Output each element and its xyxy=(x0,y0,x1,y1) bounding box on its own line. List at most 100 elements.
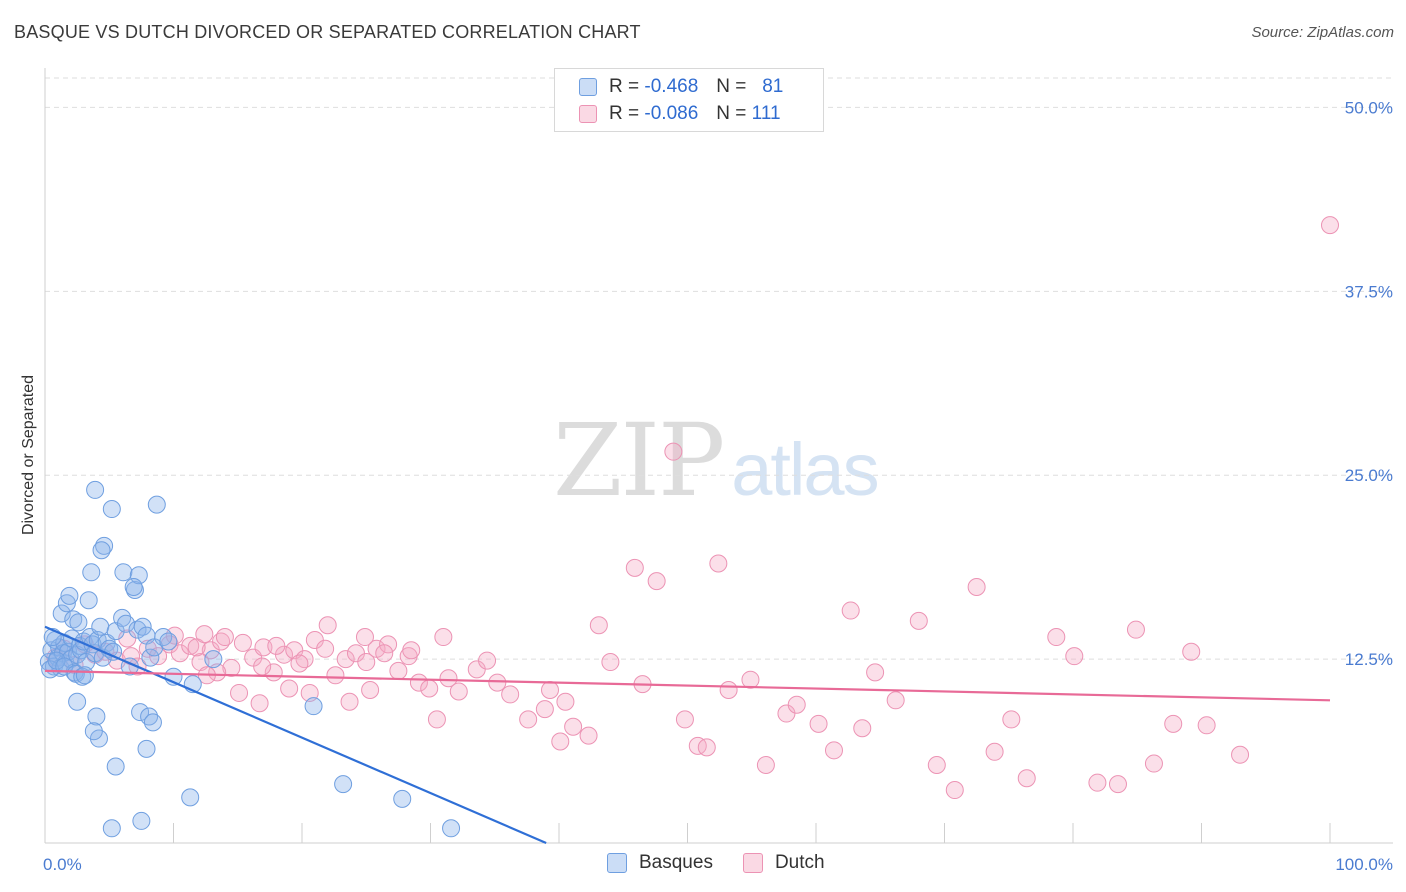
dutch-point xyxy=(149,647,168,666)
x-tick-label-min: 0.0% xyxy=(43,855,82,874)
basque-point xyxy=(57,594,76,613)
dutch-point xyxy=(195,625,214,644)
basque-point xyxy=(91,617,110,636)
dutch-point xyxy=(389,661,408,680)
basque-point xyxy=(129,566,148,585)
basque-point xyxy=(64,610,83,629)
basque-point xyxy=(141,648,160,667)
dutch-point xyxy=(402,641,421,660)
dutch-point xyxy=(340,692,359,711)
legend-n-value-dutch: 111 xyxy=(751,103,781,124)
dutch-point xyxy=(1065,647,1084,666)
legend-swatch-basques xyxy=(579,78,597,96)
dutch-point xyxy=(741,670,760,689)
trend-lines xyxy=(44,625,1331,845)
dutch-point xyxy=(336,650,355,669)
dutch-point xyxy=(160,635,179,654)
dutch-point xyxy=(290,654,309,673)
dutch-point xyxy=(601,653,620,672)
dutch-point xyxy=(215,628,234,647)
basque-point xyxy=(204,650,223,669)
dutch-point xyxy=(886,691,905,710)
dutch-point xyxy=(318,616,337,635)
dutch-point xyxy=(434,628,453,647)
basque-point xyxy=(92,541,111,560)
dutch-point xyxy=(187,638,206,657)
dutch-point xyxy=(985,742,1004,761)
dutch-point xyxy=(564,717,583,736)
dutch-point xyxy=(519,710,538,729)
dutch-point xyxy=(909,611,928,630)
basque-point xyxy=(159,632,178,651)
dutch-point xyxy=(719,681,738,699)
basque-point xyxy=(125,580,144,599)
legend-n-value-basques: 81 xyxy=(762,76,784,97)
y-axis-title: Divorced or Separated xyxy=(20,375,37,535)
basque-point xyxy=(106,622,125,641)
dutch-point xyxy=(853,719,872,738)
basque-point xyxy=(69,613,88,632)
dutch-point xyxy=(1321,216,1339,235)
basque-point xyxy=(79,591,98,610)
source-credit: Source: ZipAtlas.com xyxy=(1251,24,1394,41)
dutch-point xyxy=(551,732,570,751)
series-swatch-basques xyxy=(607,853,627,873)
dutch-point xyxy=(1047,628,1066,647)
basque-point xyxy=(68,692,87,711)
dutch-point xyxy=(688,736,707,755)
watermark: ZIP atlas xyxy=(553,402,880,519)
dutch-point xyxy=(535,700,554,719)
dutch-point xyxy=(501,685,520,704)
basque-point xyxy=(137,739,156,758)
basque-point xyxy=(102,819,121,838)
dutch-point xyxy=(945,781,964,800)
dutch-trend-line xyxy=(44,669,1331,702)
dutch-point xyxy=(379,635,398,654)
dutch-point xyxy=(809,714,828,733)
basque-point xyxy=(393,789,412,808)
basque-point xyxy=(133,617,152,636)
chart-title: BASQUE VS DUTCH DIVORCED OR SEPARATED CO… xyxy=(14,22,641,42)
legend-swatch-dutch xyxy=(579,105,597,123)
dutch-point xyxy=(556,692,575,711)
series-legend-dutch[interactable]: Dutch xyxy=(742,852,825,874)
series-legend-basques[interactable]: Basques xyxy=(607,852,713,874)
basque-point xyxy=(181,788,200,807)
series-swatch-dutch xyxy=(742,853,763,873)
y-tick-label: 12.5% xyxy=(1345,650,1393,669)
series-legend: Basques Dutch xyxy=(607,852,855,874)
dutch-point xyxy=(305,630,324,649)
dutch-point xyxy=(824,741,843,760)
basque-point xyxy=(442,819,461,838)
basque-point xyxy=(60,586,79,605)
basque-point xyxy=(114,563,133,582)
dutch-point xyxy=(467,660,486,679)
dutch-point xyxy=(709,554,728,573)
dutch-point xyxy=(866,663,885,682)
axes xyxy=(44,68,1393,844)
dutch-point xyxy=(181,636,200,655)
dutch-point xyxy=(1108,775,1127,794)
dutch-point xyxy=(326,666,345,685)
dutch-point xyxy=(170,644,189,663)
watermark-zip: ZIP xyxy=(553,402,725,519)
dutch-point xyxy=(280,679,299,698)
dutch-point xyxy=(427,710,446,729)
dutch-point xyxy=(420,679,439,698)
dutch-point xyxy=(1197,716,1216,735)
dutch-point xyxy=(625,558,644,577)
dutch-point xyxy=(787,695,806,714)
basque-point xyxy=(304,697,323,716)
dutch-point xyxy=(675,710,694,729)
x-tick-label-max: 100.0% xyxy=(1335,855,1393,874)
dutch-point xyxy=(253,657,272,676)
basque-point xyxy=(106,757,125,776)
dutch-point xyxy=(589,616,608,635)
dutch-point xyxy=(647,572,666,591)
basque-trend-line xyxy=(44,625,547,845)
dutch-point xyxy=(841,601,860,620)
dutch-point xyxy=(488,673,507,692)
basque-point xyxy=(147,495,166,514)
axis-labels: 12.5% 25.0% 37.5% 50.0% 0.0% 100.0% Divorced o… xyxy=(20,98,1393,874)
